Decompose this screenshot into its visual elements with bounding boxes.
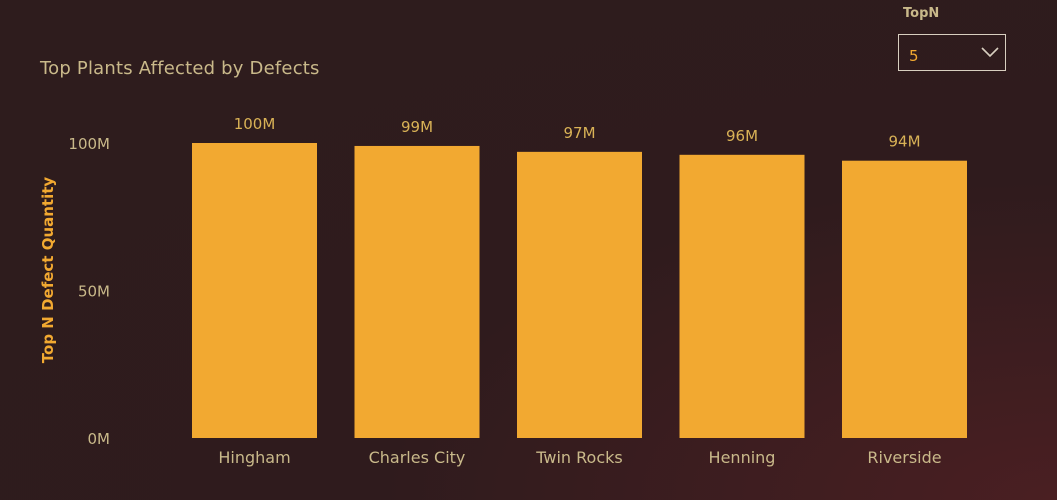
x-tick-label: Riverside (867, 448, 941, 467)
y-tick-label: 100M (68, 135, 110, 153)
x-tick-label: Charles City (369, 448, 466, 467)
bar[interactable] (192, 143, 317, 438)
bar[interactable] (679, 154, 805, 439)
data-label: 99M (401, 118, 433, 136)
topn-slicer-dropdown[interactable]: 5 (898, 34, 1006, 71)
bar[interactable] (517, 151, 642, 438)
x-tick-label: Twin Rocks (535, 448, 622, 467)
bar[interactable] (842, 160, 967, 438)
x-tick-label: Hingham (218, 448, 290, 467)
chart-title: Top Plants Affected by Defects (40, 58, 320, 79)
topn-slicer-label: TopN (903, 6, 940, 21)
data-label: 100M (234, 115, 276, 133)
topn-slicer-value: 5 (909, 47, 919, 65)
x-tick-label: Henning (709, 448, 776, 467)
chevron-down-icon (981, 47, 999, 58)
data-label: 97M (563, 124, 595, 142)
data-label: 96M (726, 127, 758, 145)
data-label: 94M (888, 133, 920, 151)
y-tick-label: 0M (88, 430, 111, 448)
y-tick-label: 50M (78, 283, 110, 301)
bar[interactable] (354, 145, 480, 438)
